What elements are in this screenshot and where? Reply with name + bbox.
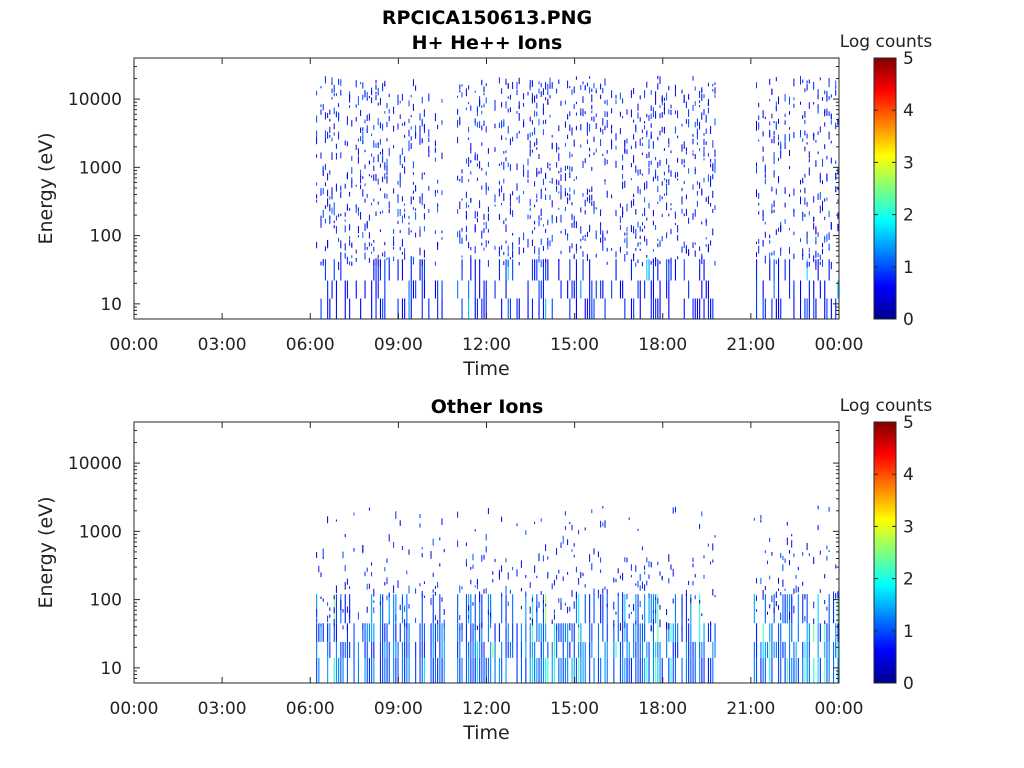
colorbar: Log counts 0 1 2 3 4 5 bbox=[840, 32, 933, 330]
x-tick-label: 21:00 bbox=[726, 335, 775, 355]
y-axis-label: Energy (eV) bbox=[35, 132, 57, 244]
y-tick-label: 10000 bbox=[68, 454, 122, 474]
panel-title: Other Ions bbox=[431, 396, 544, 418]
x-tick-label: 18:00 bbox=[638, 699, 687, 719]
spectrogram-data bbox=[316, 75, 839, 319]
x-axis-label: Time bbox=[462, 722, 510, 744]
y-tick-label: 10000 bbox=[68, 90, 122, 110]
panel-h-he-ions: H+ He++ Ions 00:00 03:00 06:00 09:00 12:00 15:… bbox=[35, 32, 932, 380]
x-tick-label: 15:00 bbox=[550, 699, 599, 719]
colorbar-label: Log counts bbox=[840, 396, 933, 416]
x-tick-label: 15:00 bbox=[550, 335, 599, 355]
x-tick-label: 00:00 bbox=[815, 335, 864, 355]
figure-title: RPCICA150613.PNG bbox=[382, 7, 592, 29]
colorbar-tick-label: 3 bbox=[903, 517, 914, 537]
panel-other-ions: Other Ions 00:00 03:00 06:00 09:00 12:00 15:00… bbox=[35, 396, 932, 744]
x-tick-label: 00:00 bbox=[815, 699, 864, 719]
colorbar-tick-label: 1 bbox=[903, 258, 914, 278]
x-tick-label: 12:00 bbox=[462, 699, 511, 719]
y-tick-label: 10 bbox=[100, 295, 122, 315]
x-tick-label: 00:00 bbox=[110, 335, 159, 355]
colorbar-tick-label: 4 bbox=[903, 465, 914, 485]
colorbar-tick-label: 1 bbox=[903, 622, 914, 642]
y-axis-label: Energy (eV) bbox=[35, 496, 57, 608]
x-tick-label: 18:00 bbox=[638, 335, 687, 355]
colorbar-tick-label: 3 bbox=[903, 153, 914, 173]
colorbar-tick-label: 5 bbox=[903, 49, 914, 69]
x-axis-label: Time bbox=[462, 358, 510, 380]
colorbar-tick-label: 0 bbox=[903, 310, 914, 330]
colorbar: Log counts 0 1 2 3 4 5 bbox=[840, 396, 933, 694]
x-tick-label: 12:00 bbox=[462, 335, 511, 355]
colorbar-tick-label: 4 bbox=[903, 101, 914, 121]
colorbar-tick-label: 2 bbox=[903, 206, 914, 226]
colorbar-tick-label: 2 bbox=[903, 570, 914, 590]
x-tick-label: 03:00 bbox=[198, 335, 247, 355]
colorbar-tick-label: 5 bbox=[903, 413, 914, 433]
panel-title: H+ He++ Ions bbox=[412, 32, 563, 54]
x-tick-label: 09:00 bbox=[374, 335, 423, 355]
spectrogram-data bbox=[316, 505, 839, 683]
y-tick-label: 10 bbox=[100, 659, 122, 679]
x-tick-label: 06:00 bbox=[286, 335, 335, 355]
x-tick-label: 03:00 bbox=[198, 699, 247, 719]
y-tick-label: 1000 bbox=[79, 158, 122, 178]
y-tick-label: 100 bbox=[90, 227, 122, 247]
x-tick-label: 06:00 bbox=[286, 699, 335, 719]
x-tick-label: 09:00 bbox=[374, 699, 423, 719]
x-tick-label: 00:00 bbox=[110, 699, 159, 719]
y-tick-label: 100 bbox=[90, 591, 122, 611]
colorbar-label: Log counts bbox=[840, 32, 933, 52]
colorbar-tick-label: 0 bbox=[903, 674, 914, 694]
x-tick-label: 21:00 bbox=[726, 699, 775, 719]
y-tick-label: 1000 bbox=[79, 522, 122, 542]
